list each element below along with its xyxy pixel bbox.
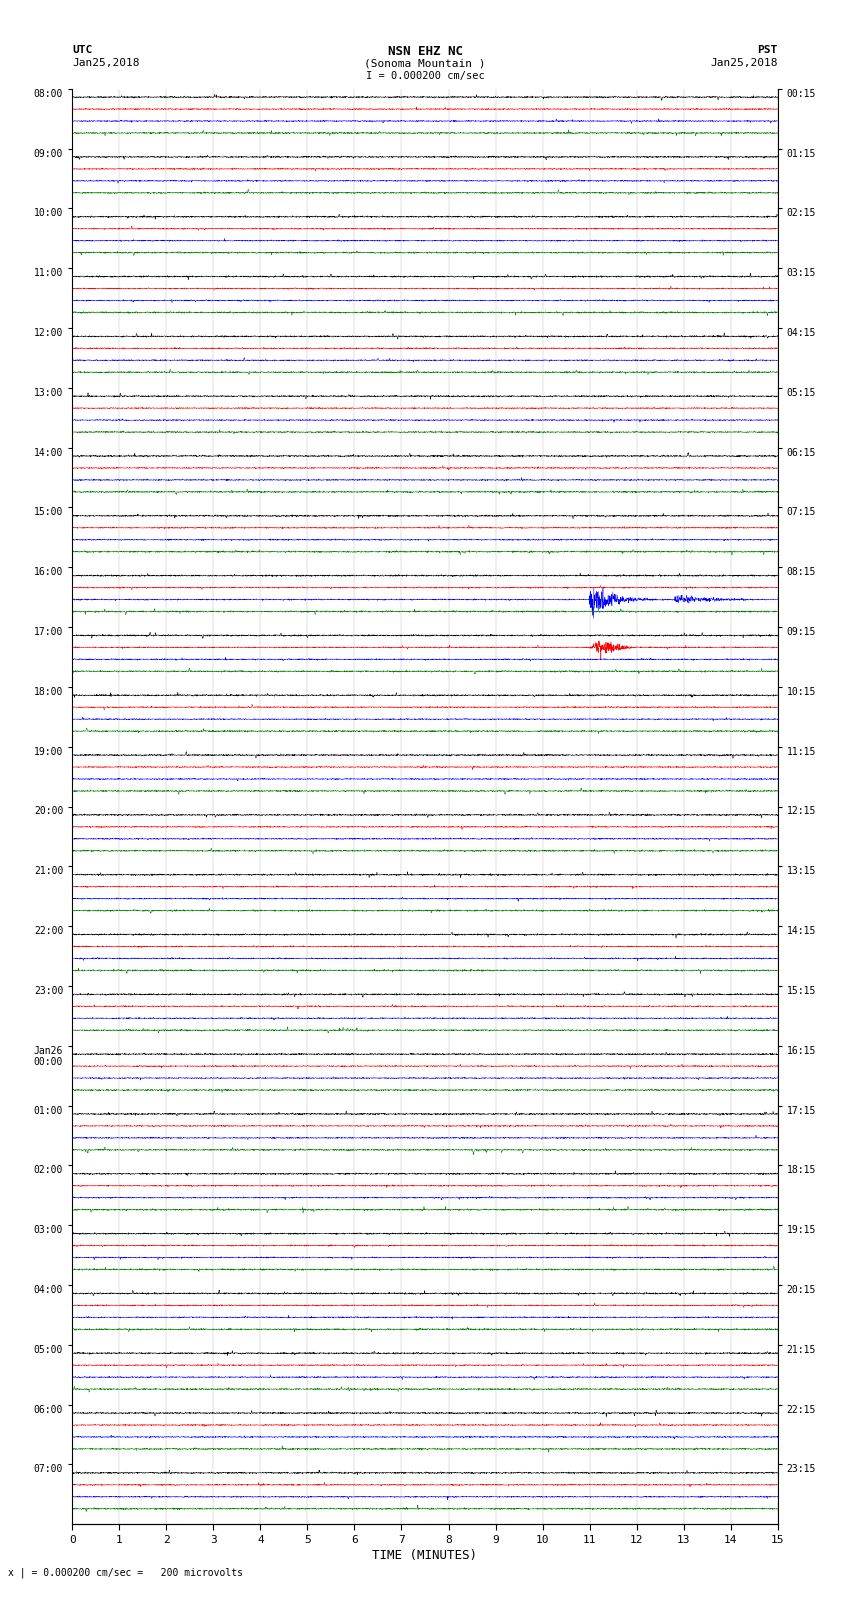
Text: (Sonoma Mountain ): (Sonoma Mountain ) bbox=[365, 58, 485, 68]
Text: I = 0.000200 cm/sec: I = 0.000200 cm/sec bbox=[366, 71, 484, 81]
Text: Jan25,2018: Jan25,2018 bbox=[711, 58, 778, 68]
Text: PST: PST bbox=[757, 45, 778, 55]
Text: x | = 0.000200 cm/sec =   200 microvolts: x | = 0.000200 cm/sec = 200 microvolts bbox=[8, 1568, 243, 1579]
Text: NSN EHZ NC: NSN EHZ NC bbox=[388, 45, 462, 58]
X-axis label: TIME (MINUTES): TIME (MINUTES) bbox=[372, 1548, 478, 1561]
Text: Jan25,2018: Jan25,2018 bbox=[72, 58, 139, 68]
Text: UTC: UTC bbox=[72, 45, 93, 55]
